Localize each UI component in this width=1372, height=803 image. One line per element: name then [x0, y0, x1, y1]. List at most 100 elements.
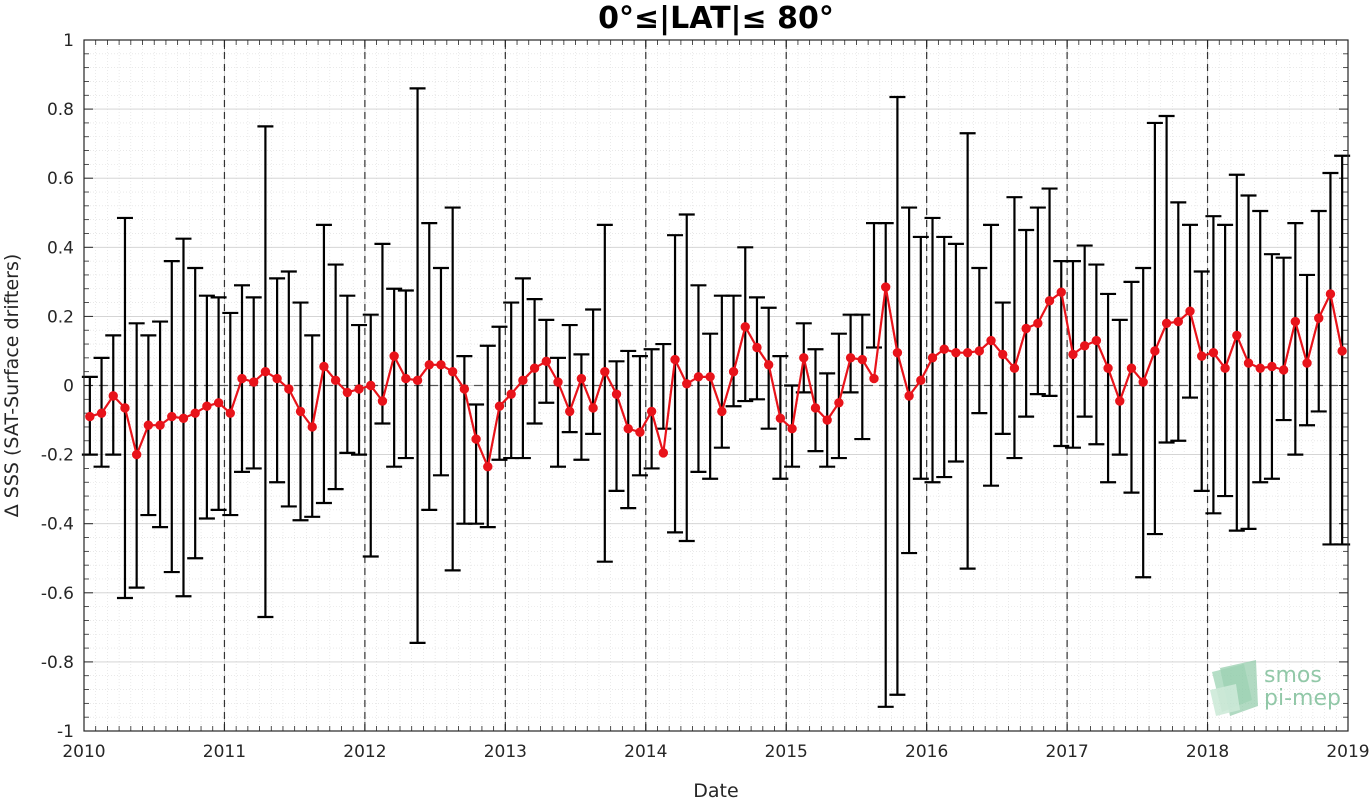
data-point [213, 398, 224, 408]
y-tick-label: 0.4 [47, 238, 74, 258]
data-point [494, 401, 505, 411]
data-point [1220, 363, 1230, 373]
data-point [705, 372, 715, 382]
data-point [155, 420, 165, 430]
x-tick-label: 2012 [343, 742, 386, 762]
error-bar [596, 223, 613, 563]
error-bar [1006, 196, 1023, 460]
data-point [1033, 318, 1043, 329]
data-point [1068, 349, 1078, 360]
data-point [962, 347, 973, 358]
data-point [389, 351, 399, 361]
error-bar [362, 313, 379, 558]
data-point [775, 413, 786, 424]
data-point [693, 372, 704, 382]
x-tick-label: 2013 [484, 742, 527, 762]
data-point [1115, 396, 1125, 406]
error-bar [432, 266, 449, 477]
error-bar [1111, 318, 1128, 456]
x-tick-label: 2016 [905, 742, 948, 762]
x-tick-label: 2011 [203, 742, 246, 762]
data-point [939, 344, 949, 354]
data-point [471, 434, 481, 444]
y-tick-label: 1 [63, 31, 74, 51]
data-point [483, 461, 493, 472]
data-point [1009, 363, 1020, 373]
data-point [1208, 347, 1219, 358]
data-point [646, 406, 657, 417]
data-point [670, 354, 680, 365]
error-bar [1275, 256, 1292, 422]
data-point [576, 373, 587, 384]
error-bar [854, 313, 871, 441]
data-point [459, 384, 470, 394]
plot-frame [83, 39, 1349, 732]
logo-emblem-icon [1210, 660, 1258, 716]
data-point [740, 322, 750, 332]
data-point [108, 391, 118, 401]
data-point [401, 373, 411, 384]
y-tick-label: 0.6 [47, 169, 74, 189]
error-bar [1205, 215, 1222, 515]
data-point [916, 375, 926, 386]
x-tick-label: 2015 [765, 742, 808, 762]
data-point [1302, 358, 1312, 368]
error-bar [1123, 280, 1140, 494]
data-point [366, 380, 376, 391]
data-point [635, 427, 645, 437]
data-point [763, 360, 774, 370]
error-bar [912, 235, 929, 480]
data-point [1150, 346, 1160, 356]
data-point [1126, 363, 1137, 373]
data-point [518, 375, 528, 386]
data-point [787, 423, 797, 434]
error-bar [971, 266, 988, 415]
data-point [810, 403, 821, 413]
error-bar [585, 308, 602, 435]
data-point [190, 408, 200, 418]
error-bar [526, 298, 543, 425]
error-bar [877, 222, 894, 708]
data-point [225, 408, 235, 418]
data-point [1314, 313, 1324, 323]
data-point [728, 366, 739, 377]
x-tick-label: 2014 [624, 742, 667, 762]
error-bar [1041, 187, 1058, 397]
logo-text-smos: smos [1264, 663, 1322, 688]
data-point [1091, 335, 1102, 346]
error-bar [1217, 223, 1234, 498]
data-point [237, 373, 247, 384]
data-point [1267, 361, 1277, 372]
data-point [529, 363, 540, 373]
data-point [1243, 358, 1254, 368]
data-point [998, 349, 1008, 360]
data-point [436, 360, 446, 370]
data-point [565, 406, 575, 417]
error-bar [491, 325, 508, 461]
data-point [541, 356, 551, 367]
error-bar [1135, 266, 1152, 579]
data-point [295, 406, 306, 417]
data-point [892, 347, 903, 358]
data-point [822, 415, 832, 425]
data-point [319, 361, 329, 372]
error-bar [1088, 263, 1105, 446]
data-point [447, 366, 458, 377]
error-bar [479, 344, 496, 529]
data-point [506, 389, 516, 399]
data-point [85, 411, 95, 422]
data-point [588, 403, 598, 413]
x-axis-label: Date [693, 780, 738, 799]
data-point [330, 375, 341, 386]
error-bar [386, 287, 403, 468]
data-point [96, 408, 107, 418]
error-bar [983, 223, 1000, 487]
data-point [717, 406, 727, 417]
data-point [1079, 341, 1090, 351]
series-points [85, 282, 1347, 472]
error-bar [1076, 244, 1093, 418]
data-point [167, 411, 177, 422]
data-point [857, 354, 867, 365]
